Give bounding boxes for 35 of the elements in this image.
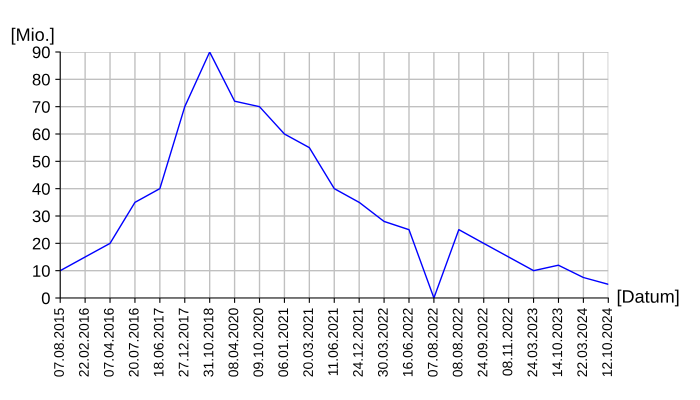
x-tick-label: 20.07.2016 — [128, 308, 139, 377]
x-tick-label: 08.08.2022 — [452, 308, 463, 377]
y-tick-label: 70 — [32, 101, 50, 113]
x-tick-label: 24.12.2021 — [353, 308, 363, 377]
y-tick-label: 20 — [32, 238, 50, 250]
x-tick-label: 31.10.2018 — [204, 308, 214, 377]
x-tick-label: 11.06.2021 — [328, 308, 338, 376]
y-tick-label: 80 — [32, 74, 50, 86]
y-tick-label: 40 — [32, 183, 50, 195]
x-tick-label: 27.12.2017 — [178, 308, 188, 377]
x-tick-label: 08.04.2020 — [228, 308, 238, 377]
x-tick-label: 22.02.2016 — [79, 308, 89, 377]
x-tick-label: 24.09.2022 — [478, 308, 488, 377]
y-tick-label: 0 — [42, 292, 50, 304]
x-tick-label: 20.03.2021 — [303, 308, 314, 377]
x-tick-label: 16.06.2022 — [402, 308, 413, 376]
y-tick-label: 30 — [32, 210, 50, 222]
x-tick-label: 24.03.2023 — [527, 308, 538, 377]
x-tick-label: 08.11.2022 — [502, 308, 512, 376]
y-tick-label: 50 — [32, 156, 50, 168]
y-axis-title: [Mio.] — [12, 28, 54, 45]
x-tick-label: 09.10.2020 — [253, 308, 264, 377]
x-tick-label: 07.08.2015 — [54, 308, 64, 377]
x-tick-label: 14.10.2023 — [552, 308, 562, 376]
x-tick-label: 06.01.2021 — [278, 308, 288, 377]
x-tick-label: 22.03.2024 — [577, 308, 588, 377]
x-tick-label: 07.04.2016 — [104, 308, 114, 377]
x-tick-label: 12.10.2024 — [602, 308, 612, 376]
x-axis-title: [Datum] — [618, 290, 678, 306]
x-tick-label: 30.03.2022 — [378, 308, 388, 377]
x-tick-label: 07.08.2022 — [428, 308, 438, 377]
y-tick-label: 60 — [32, 128, 50, 140]
y-tick-label: 10 — [33, 265, 50, 277]
y-tick-label: 90 — [32, 46, 50, 58]
x-tick-label: 18.06.2017 — [154, 308, 164, 376]
